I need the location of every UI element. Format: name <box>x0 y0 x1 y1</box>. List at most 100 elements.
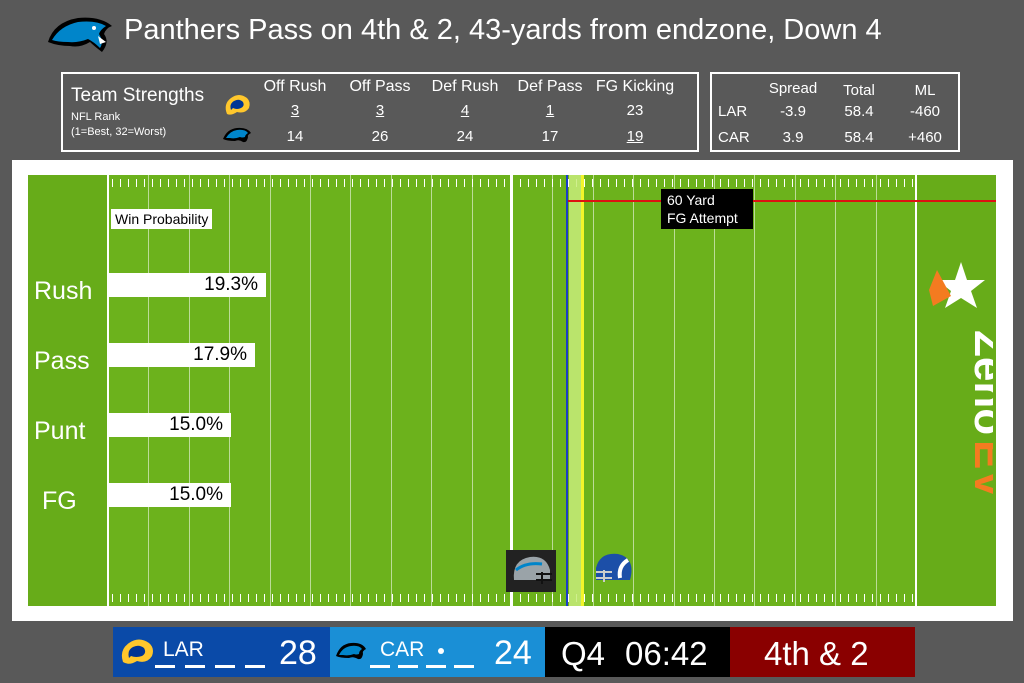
hash-mark <box>392 179 393 187</box>
hash-mark <box>472 179 473 187</box>
col-header: FG Kicking <box>595 78 675 95</box>
lar-rank: 3 <box>375 102 385 119</box>
strengths-scale-note: (1=Best, 32=Worst) <box>71 126 167 138</box>
yard-line <box>148 175 150 606</box>
hash-mark <box>352 179 353 187</box>
hash-mark <box>712 179 713 187</box>
hash-mark <box>760 594 761 602</box>
hash-mark <box>320 179 321 187</box>
betting-odds-panel: Spread Total ML LAR -3.9 58.4 -460 CAR 3… <box>710 72 960 152</box>
panthers-logo-icon <box>336 642 366 660</box>
hash-mark <box>496 594 497 602</box>
hash-mark <box>824 179 825 187</box>
odds-team-lar: LAR <box>718 103 748 120</box>
football-field: 60 Yard FG Attempt Win Probability Rush … <box>28 175 996 606</box>
yard-line <box>633 175 635 606</box>
col-def-pass: Def Pass 1 17 <box>500 74 600 150</box>
hash-mark <box>472 594 473 602</box>
timeout-indicator <box>398 665 418 668</box>
hash-mark <box>744 179 745 187</box>
hash-mark <box>152 594 153 602</box>
hash-mark <box>192 179 193 187</box>
rams-logo-icon <box>225 95 250 115</box>
hash-mark <box>120 179 121 187</box>
hash-mark <box>520 594 521 602</box>
hash-mark <box>608 594 609 602</box>
yard-line <box>188 175 190 606</box>
hash-mark <box>776 594 777 602</box>
hash-mark <box>336 594 337 602</box>
hash-mark <box>424 594 425 602</box>
panthers-logo-icon <box>48 17 112 53</box>
right-endzone <box>916 175 996 606</box>
car-rank: 17 <box>541 128 559 145</box>
lar-total: 58.4 <box>844 103 874 120</box>
hash-mark <box>296 179 297 187</box>
yard-line-marker <box>510 175 513 606</box>
hash-mark <box>312 594 313 602</box>
car-total: 58.4 <box>844 129 874 146</box>
hash-mark <box>480 594 481 602</box>
lar-score: 28 <box>279 634 317 672</box>
left-goal-line <box>107 175 109 606</box>
yard-line <box>552 175 554 606</box>
hash-mark <box>680 594 681 602</box>
hash-mark <box>736 179 737 187</box>
hash-mark <box>288 594 289 602</box>
hash-mark <box>448 594 449 602</box>
hash-mark <box>384 594 385 602</box>
hash-mark <box>248 594 249 602</box>
quarter: Q4 <box>561 635 606 672</box>
hash-mark <box>864 179 865 187</box>
car-abbr: CAR <box>380 638 425 661</box>
hash-mark <box>312 179 313 187</box>
page-title: Panthers Pass on 4th & 2, 43-yards from … <box>124 14 882 46</box>
hash-mark <box>536 594 537 602</box>
hash-mark <box>904 179 905 187</box>
hash-mark <box>592 179 593 187</box>
hash-mark <box>880 594 881 602</box>
hash-mark <box>856 594 857 602</box>
yard-line <box>269 175 271 606</box>
timeout-indicator <box>245 665 265 668</box>
hash-mark <box>840 179 841 187</box>
hash-mark <box>696 594 697 602</box>
hash-mark <box>248 179 249 187</box>
yard-line <box>794 175 796 606</box>
hash-mark <box>552 594 553 602</box>
car-spread: 3.9 <box>782 129 804 146</box>
hash-mark <box>760 179 761 187</box>
hash-mark <box>800 594 801 602</box>
car-rank: 14 <box>286 128 304 145</box>
hash-mark <box>600 594 601 602</box>
timeout-indicator <box>454 665 474 668</box>
hash-mark <box>784 594 785 602</box>
hash-mark <box>208 594 209 602</box>
hash-mark <box>376 594 377 602</box>
col-off-rush: Off Rush 3 14 <box>245 74 345 150</box>
hash-mark <box>480 179 481 187</box>
hash-mark <box>712 594 713 602</box>
hash-mark <box>256 594 257 602</box>
hash-mark <box>504 179 505 187</box>
scoreboard-car: CAR 24 <box>330 627 545 677</box>
panthers-helmet-icon <box>506 550 556 592</box>
hash-mark <box>176 179 177 187</box>
hash-mark <box>584 594 585 602</box>
hash-mark <box>816 179 817 187</box>
fg-prob-bar: 15.0% <box>108 483 231 507</box>
hash-mark <box>168 179 169 187</box>
hash-mark <box>624 594 625 602</box>
yard-line <box>229 175 231 606</box>
ml-header: ML <box>914 82 936 99</box>
hash-mark <box>752 594 753 602</box>
hash-mark <box>192 594 193 602</box>
car-rank: 19 <box>626 128 644 145</box>
down-distance: 4th & 2 <box>730 627 915 677</box>
hash-mark <box>824 594 825 602</box>
hash-mark <box>728 594 729 602</box>
hash-mark <box>264 594 265 602</box>
hash-mark <box>456 179 457 187</box>
play-pass-label: Pass <box>34 347 90 375</box>
hash-mark <box>440 594 441 602</box>
